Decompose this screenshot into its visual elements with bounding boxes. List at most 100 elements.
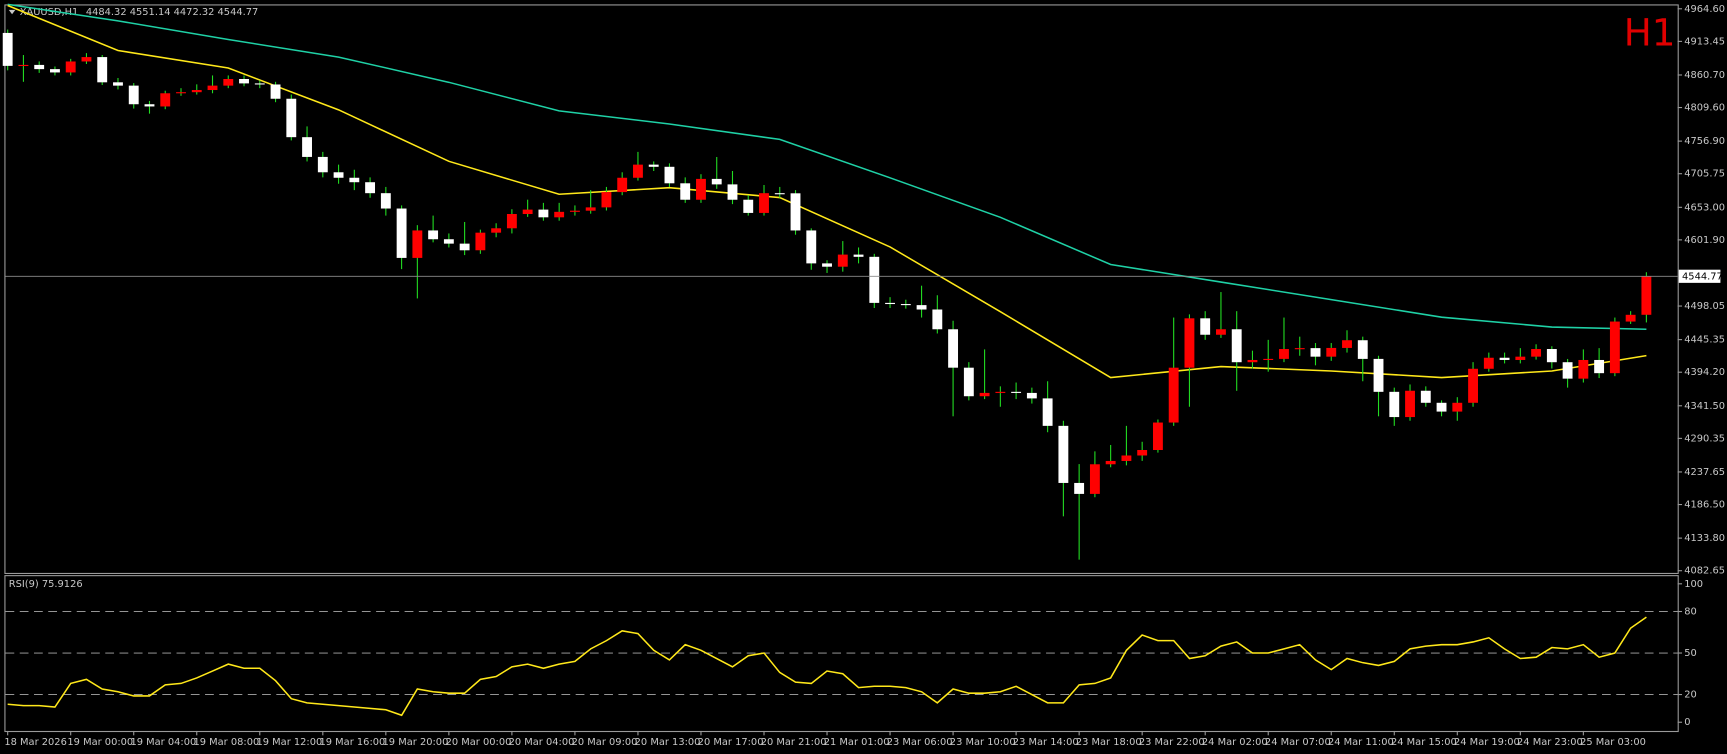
y-tick-label: 50 [1684, 648, 1697, 659]
bullish-candle-body [1279, 349, 1289, 359]
bearish-candle-body [365, 182, 376, 194]
x-tick-label: 23 Mar 06:00 [887, 737, 953, 748]
x-tick-label: 19 Mar 00:00 [67, 737, 133, 748]
bearish-candle-body [349, 177, 360, 183]
bullish-candle-body [1137, 450, 1148, 456]
bullish-candle-body [1515, 356, 1526, 360]
y-tick-label: 4653.00 [1684, 202, 1725, 213]
bullish-candle-body [522, 209, 533, 215]
bearish-candle-body [1373, 358, 1384, 392]
bullish-candle-body [1184, 318, 1195, 368]
x-tick-label: 23 Mar 22:00 [1139, 737, 1205, 748]
bullish-candle-body [1625, 314, 1636, 322]
y-tick-label: 4290.35 [1684, 433, 1725, 444]
bullish-candle-body [160, 93, 171, 107]
bearish-candle-body [396, 208, 407, 258]
bullish-candle-body [1152, 422, 1163, 451]
y-tick-label: 4186.50 [1684, 500, 1725, 511]
bearish-candle-body [34, 64, 45, 70]
bullish-candle-body [633, 164, 643, 178]
bearish-candle-body [1499, 357, 1510, 360]
y-tick-label: 4809.60 [1684, 103, 1725, 114]
y-tick-label: 4133.80 [1684, 533, 1725, 544]
bearish-candle-body [113, 82, 123, 86]
bearish-candle-body [286, 98, 297, 138]
x-tick-label: 23 Mar 18:00 [1076, 737, 1142, 748]
bullish-candle-body [1247, 359, 1258, 363]
bullish-candle-body [1578, 359, 1589, 379]
bearish-candle-body [853, 254, 864, 257]
y-tick-label: 4394.20 [1684, 367, 1725, 378]
bearish-candle-body [963, 367, 974, 397]
bearish-candle-body [774, 193, 785, 195]
bullish-candle-body [585, 207, 596, 211]
bearish-candle-body [1436, 402, 1447, 412]
bullish-candle-body [176, 92, 186, 94]
bullish-candle-body [412, 230, 423, 258]
bearish-candle-body [885, 302, 895, 305]
rsi-line [7, 616, 1647, 717]
timeframe-label: H1 [1624, 11, 1676, 55]
bearish-candle-body [916, 305, 927, 310]
bullish-candle-body [491, 228, 502, 233]
bullish-candle-body [1263, 358, 1274, 360]
bearish-candle-body [380, 193, 391, 209]
symbol: XAUUSD,H1 [20, 7, 79, 18]
y-tick-label: 100 [1684, 579, 1703, 590]
x-tick-label: 20 Mar 21:00 [761, 737, 827, 748]
x-tick-label: 20 Mar 09:00 [572, 737, 638, 748]
x-tick-label: 24 Mar 19:00 [1454, 737, 1520, 748]
bullish-candle-body [1216, 329, 1226, 335]
x-tick-label: 24 Mar 15:00 [1391, 737, 1457, 748]
y-tick-label: 80 [1684, 607, 1697, 618]
menu-arrow[interactable] [8, 9, 16, 15]
bearish-candle-body [806, 230, 817, 264]
bullish-candle-body [1452, 402, 1463, 412]
y-tick-label: 4601.90 [1684, 235, 1725, 246]
bearish-candle-body [1042, 398, 1053, 426]
bullish-candle-body [1089, 464, 1100, 494]
bearish-candle-body [254, 83, 265, 85]
bullish-candle-body [18, 64, 29, 67]
bearish-candle-body [1594, 359, 1605, 374]
bullish-candle-body [191, 90, 202, 93]
bullish-candle-body [65, 61, 76, 73]
bullish-candle-body [601, 192, 612, 208]
bullish-candle-body [223, 78, 234, 86]
close-value: 4544.77 [218, 7, 259, 18]
bearish-candle-body [1562, 362, 1573, 379]
bearish-candle-body [538, 209, 549, 218]
bearish-candle-body [664, 166, 675, 184]
bearish-candle-body [443, 239, 454, 244]
open-value: 4484.32 [86, 7, 127, 18]
x-tick-label: 24 Mar 07:00 [1265, 737, 1331, 748]
x-tick-label: 20 Mar 04:00 [509, 737, 575, 748]
bearish-candle-body [1026, 392, 1037, 399]
bullish-candle-body [1641, 276, 1652, 315]
y-tick-label: 20 [1684, 690, 1697, 701]
bullish-candle-body [1326, 347, 1337, 357]
bearish-candle-body [239, 78, 249, 84]
y-tick-label: 4705.75 [1684, 169, 1725, 180]
bullish-candle-body [1342, 340, 1352, 348]
bearish-candle-body [1231, 329, 1242, 363]
bullish-candle-body [837, 254, 848, 267]
x-tick-label: 23 Mar 10:00 [950, 737, 1016, 748]
low-value: 4472.32 [174, 7, 215, 18]
bullish-candle-body [554, 211, 565, 218]
bearish-candle-body [128, 85, 139, 105]
bullish-candle-body [995, 391, 1006, 393]
bearish-candle-body [302, 137, 312, 157]
y-tick-label: 4964.60 [1684, 4, 1725, 15]
x-tick-label: 18 Mar 2026 [4, 737, 66, 748]
bearish-candle-body [648, 164, 659, 167]
bearish-candle-body [948, 329, 959, 368]
bearish-candle-body [2, 32, 13, 66]
bearish-candle-body [790, 193, 801, 231]
bullish-candle-body [1105, 460, 1116, 465]
bearish-candle-body [144, 104, 155, 107]
y-tick-label: 0 [1684, 717, 1690, 728]
bullish-candle-body [759, 193, 769, 213]
bearish-candle-body [727, 184, 738, 200]
